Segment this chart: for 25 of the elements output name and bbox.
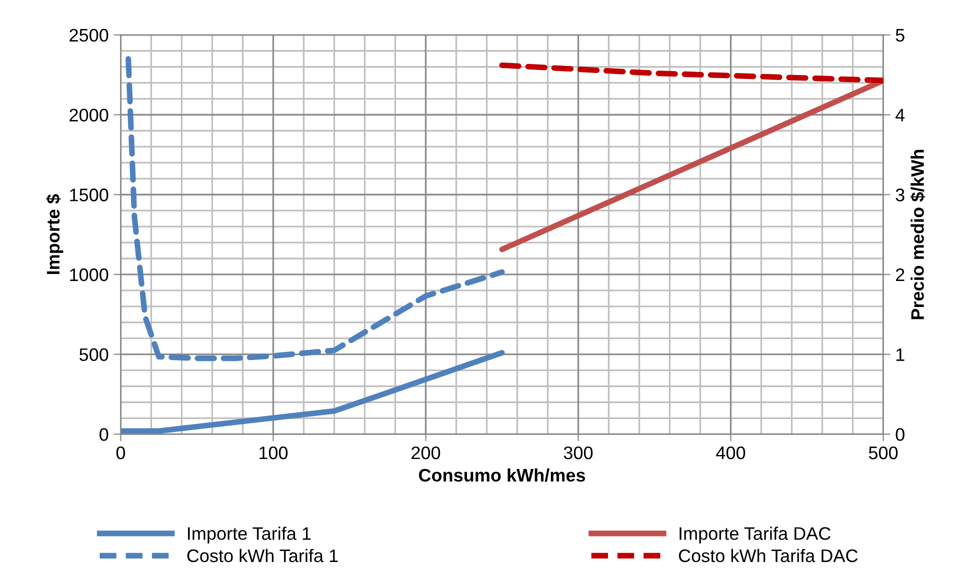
y-tick-label: 1000 xyxy=(70,268,108,282)
y-tick-label: 2500 xyxy=(70,28,108,42)
y-tick-label: 1500 xyxy=(70,188,108,202)
y2-tick-label: 2 xyxy=(896,268,904,282)
x-tick-label: 100 xyxy=(260,446,288,460)
y2-tick-label: 0 xyxy=(896,428,904,441)
legend-label: Costo kWh Tarifa 1 xyxy=(187,548,338,562)
x-tick-label: 200 xyxy=(412,446,440,460)
y2-axis-title: Precio medio $/kWh xyxy=(910,150,926,320)
x-axis-title: Consumo kWh/mes xyxy=(418,468,586,482)
x-tick-label: 500 xyxy=(868,446,898,460)
y-tick-label: 0 xyxy=(100,428,108,441)
legend-label: Costo kWh Tarifa DAC xyxy=(678,548,858,562)
y2-tick-label: 3 xyxy=(896,188,904,202)
x-tick-label: 300 xyxy=(564,446,593,460)
legend-label: Importe Tarifa DAC xyxy=(680,526,831,544)
x-tick-label: 400 xyxy=(716,446,746,460)
legend-label: Importe Tarifa 1 xyxy=(188,526,311,544)
x-tick-label: 0 xyxy=(116,446,126,460)
y-tick-label: 2000 xyxy=(70,108,108,122)
y-tick-label: 500 xyxy=(80,348,108,362)
y2-tick-label: 4 xyxy=(895,108,905,122)
y2-tick-label: 1 xyxy=(896,348,904,361)
y-axis-title: Importe $ xyxy=(46,194,64,274)
y2-tick-label: 5 xyxy=(896,29,904,42)
